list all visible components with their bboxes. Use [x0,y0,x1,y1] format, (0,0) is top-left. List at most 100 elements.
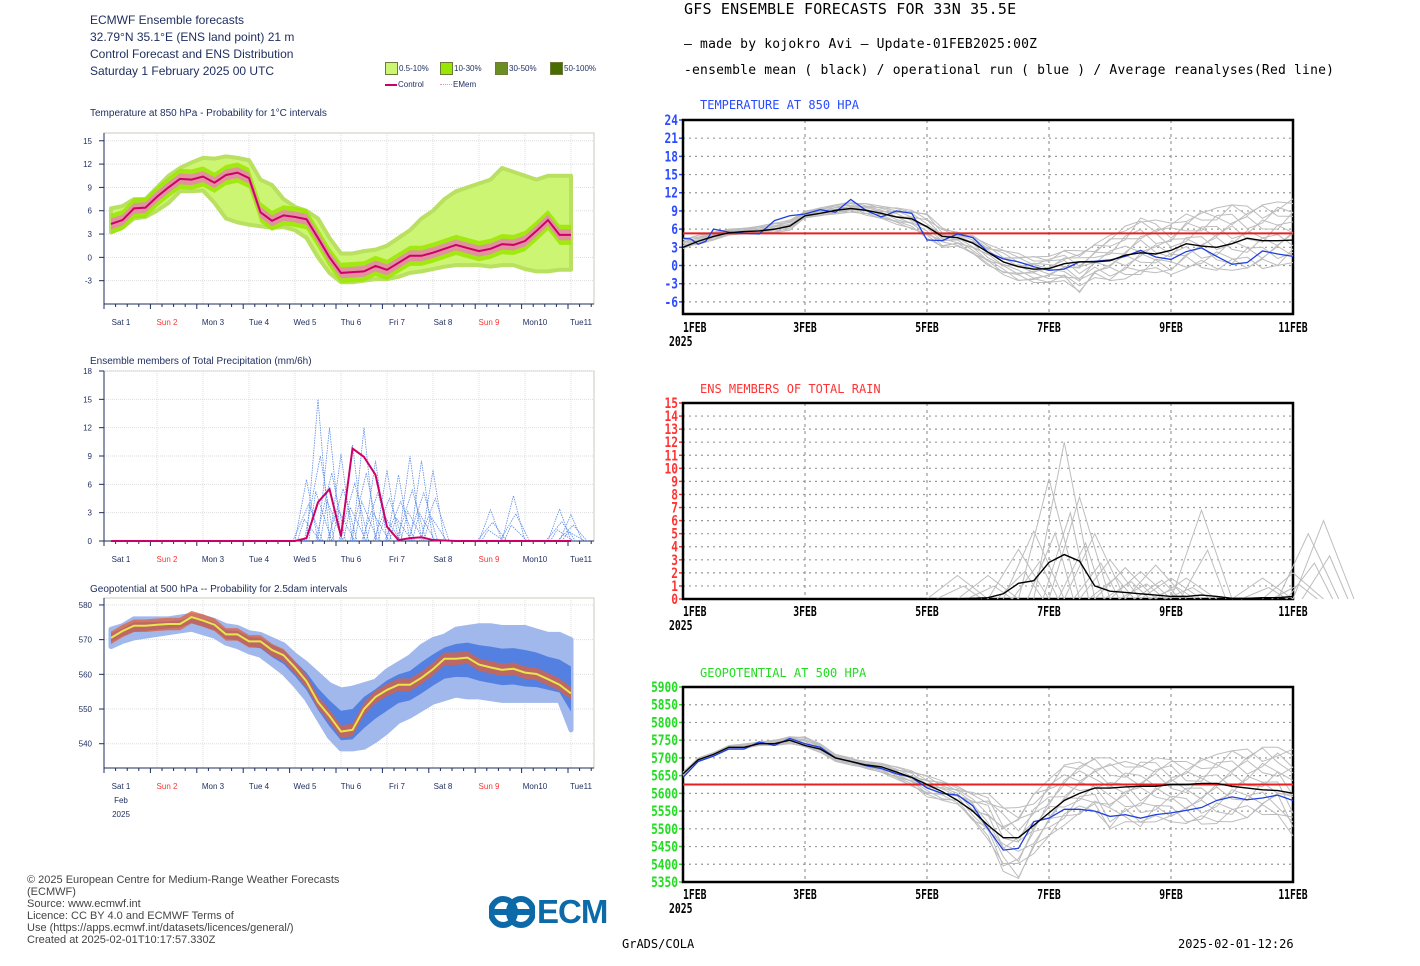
ensemble-member-line [292,503,323,542]
ensemble-mean-line [682,207,1294,270]
x-tick-label: Sun 2 [157,555,178,564]
x-year-label: 2025 [669,334,693,350]
ensemble-member-line [352,427,376,542]
ensemble-member-line [375,470,399,542]
ecmwf-date: Saturday 1 February 2025 00 UTC [90,64,275,78]
ensemble-member-line [682,202,1294,262]
x-tick-label: 3FEB [793,604,817,620]
ensemble-member-line [549,529,574,542]
y-tick-label: -3 [665,275,678,292]
x-tick-label: Sun 2 [157,318,178,327]
legend-swatch [440,62,453,75]
y-tick-label: 550 [79,705,93,714]
legend-band-1: 0.5-10% [385,62,429,75]
x-tick-label: Wed 5 [294,318,318,327]
ecmwf-subtitle: Control Forecast and ENS Distribution [90,47,294,61]
gfs-title: GFS ENSEMBLE FORECASTS FOR 33N 35.5E [684,0,1017,18]
x-tick-label: Sat 8 [434,318,453,327]
ecmwf-charts: -3 0 3 6 9 12 15 Sat 1 Sun 2 Mon 3 Tue 4 Wed 5 Thu 6… [79,132,595,819]
x-tick-label: Fri 7 [389,555,406,564]
legend-label: 0.5-10% [399,64,429,73]
ensemble-member-line [331,509,356,542]
legend-control: Control [385,80,424,89]
x-tick-label: 11FEB [1278,887,1307,903]
x-tick-label: Thu 6 [341,782,362,791]
x-tick-label: Sat 8 [434,555,453,564]
y-tick-label: 5550 [651,803,678,820]
ensemble-member-line [1179,548,1227,600]
y-tick-label: -3 [85,277,93,286]
gfs-z500-chart: 5350540054505500555056005650570057505800… [651,679,1308,917]
ecmwf-t850-chart: -3 0 3 6 9 12 15 Sat 1 Sun 2 Mon 3 Tue 4 Wed 5 Thu 6… [83,132,595,327]
x-year-label: 2025 [112,810,130,819]
gfs-subtitle-2: -ensemble mean ( black) / operational ru… [684,63,1335,78]
ensemble-member-line [935,585,983,600]
x-tick-label: Sat 1 [112,555,131,564]
x-tick-label: Sun 9 [479,318,500,327]
ensemble-member-line [1140,577,1202,600]
ensemble-member-line [682,736,1294,819]
y-tick-label: 10 [665,460,678,477]
x-tick-label: 1FEB [683,320,707,336]
y-tick-label: 7 [671,499,678,516]
y-tick-label: 0 [671,257,678,274]
legend-emem: EMem [440,80,476,89]
y-tick-label: 5350 [651,874,678,891]
x-tick-label: 7FEB [1037,887,1061,903]
plot-frame [681,401,1295,601]
legend-band-4: 50-100% [550,62,596,75]
legend-label: 10-30% [454,64,482,73]
y-tick-label: 12 [83,160,92,169]
ensemble-member-line [1134,579,1181,600]
ensemble-member-line [957,574,1019,600]
credits-line: (ECMWF) [27,886,76,898]
ensemble-member-line [1002,529,1065,600]
x-tick-label: Tue 4 [249,555,270,564]
ensemble-member-line [1301,554,1349,600]
ensemble-member-line [296,518,321,542]
ensemble-member-line [361,491,392,542]
ensemble-member-line [338,481,369,542]
legend-label: EMem [453,80,477,89]
y-tick-label: 9 [671,203,678,220]
x-tick-label: 1FEB [683,604,707,620]
gfs-subtitle-1: – made by kojokro Avi – Update-01FEB2025… [684,37,1038,52]
ensemble-member-line [987,548,1050,600]
x-month-label: Feb [114,796,128,805]
x-tick-label: Mon 3 [202,555,225,564]
y-tick-label: 6 [671,221,678,238]
legend-swatch [385,62,398,75]
y-tick-label: 5650 [651,767,678,784]
y-tick-label: 0 [671,591,678,608]
credits-line: Source: www.ecmwf.int [27,898,141,910]
y-tick-label: 12 [83,424,92,433]
ensemble-member-line [407,491,438,542]
z500-chart-title: Geopotential at 500 hPa -- Probability f… [90,584,348,595]
ensemble-member-line [317,427,342,542]
ensemble-member-line [1155,577,1218,600]
y-tick-label: 5600 [651,785,678,802]
x-tick-label: 9FEB [1159,604,1183,620]
ensemble-member-line [501,495,526,542]
ensemble-member-line [996,570,1044,600]
x-tick-label: Sun 2 [157,782,178,791]
y-tick-label: 3 [671,552,678,569]
y-tick-label: 21 [665,130,679,147]
ensemble-member-line [1033,442,1096,600]
ensemble-member-line [682,198,1294,262]
y-tick-label: 11 [665,447,679,464]
y-tick-label: 9 [88,452,93,461]
ensemble-mean-line [682,739,1294,839]
ensemble-member-line [326,487,358,542]
credits-line: © 2025 European Centre for Medium-Range … [27,874,340,886]
ensemble-member-line [294,479,319,542]
ensemble-member-line [682,741,1294,863]
ecmwf-z500-chart: 540 550 560 570 580 Sat 1 Sun 2 Mon 3 Tue 4 Wed 5… [79,597,595,819]
emem-line-icon [440,84,452,85]
x-tick-label: 11FEB [1278,320,1307,336]
x-tick-label: 5FEB [915,320,939,336]
ensemble-member-line [1170,508,1233,600]
ecmwf-logo: ECM [489,893,608,931]
